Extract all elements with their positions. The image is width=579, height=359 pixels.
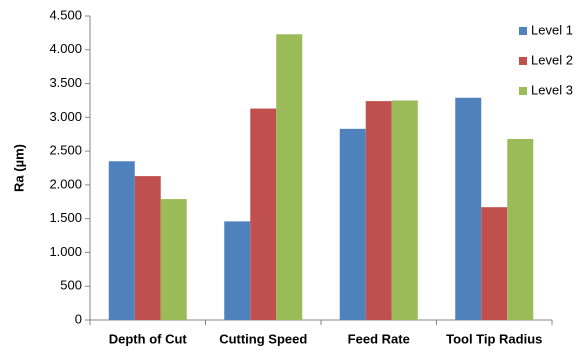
bar — [224, 221, 251, 320]
y-tick-label: 1.000 — [49, 244, 82, 259]
y-tick-label: 500 — [60, 278, 82, 293]
y-tick-label: 2.500 — [49, 143, 82, 158]
bar — [507, 138, 534, 320]
x-tick-label: Cutting Speed — [219, 331, 307, 346]
legend-label: Level 1 — [531, 22, 573, 37]
bar — [276, 34, 303, 321]
legend-swatch — [519, 27, 527, 35]
y-tick-label: 4.000 — [49, 41, 82, 56]
y-tick-label: 4.500 — [49, 7, 82, 22]
bar — [481, 207, 508, 320]
legend-label: Level 3 — [531, 82, 573, 97]
legend-swatch — [519, 57, 527, 65]
bar — [134, 176, 161, 320]
bar — [250, 108, 277, 320]
y-tick-label: 2.000 — [49, 176, 82, 191]
x-tick-label: Depth of Cut — [109, 331, 188, 346]
bar — [455, 97, 482, 321]
y-axis-label: Ra (µm) — [11, 144, 26, 192]
y-tick-label: 1.500 — [49, 210, 82, 225]
y-tick-label: 0 — [75, 311, 82, 326]
y-tick-label: 3.000 — [49, 109, 82, 124]
x-tick-label: Tool Tip Radius — [446, 331, 542, 346]
legend-swatch — [519, 87, 527, 95]
legend-label: Level 2 — [531, 52, 573, 67]
bar — [160, 199, 187, 320]
bar — [108, 161, 135, 320]
x-tick-label: Feed Rate — [348, 331, 410, 346]
y-tick-label: 3.500 — [49, 75, 82, 90]
bar — [365, 101, 392, 321]
bar — [391, 100, 418, 320]
bar — [339, 128, 366, 320]
